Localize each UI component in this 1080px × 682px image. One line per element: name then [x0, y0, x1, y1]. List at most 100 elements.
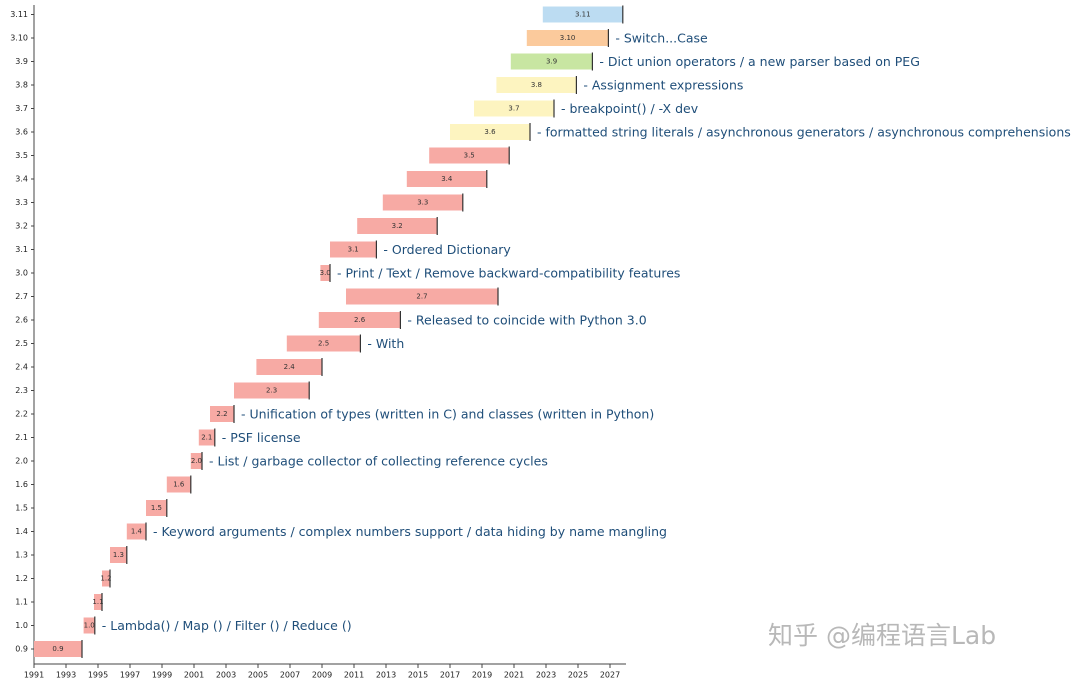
- y-tick-label: 2.2: [15, 410, 28, 419]
- x-tick-label: 2015: [408, 671, 428, 680]
- y-tick-label: 3.4: [15, 175, 28, 184]
- bar: [210, 406, 234, 422]
- y-tick-label: 2.0: [15, 457, 28, 466]
- bar-label: 3.9: [546, 58, 557, 66]
- bar: [382, 194, 463, 211]
- bar: [198, 429, 215, 446]
- note: - Print / Text / Remove backward-compati…: [337, 266, 680, 281]
- bar-label: 3.1: [348, 246, 359, 254]
- note: - Keyword arguments / complex numbers su…: [153, 524, 667, 539]
- y-tick-label: 3.5: [15, 151, 28, 160]
- note: - PSF license: [222, 430, 301, 445]
- x-tick-label: 2021: [504, 671, 524, 680]
- y-tick-label: 3.1: [15, 245, 28, 254]
- bar-label: 1.4: [131, 528, 143, 536]
- y-tick-label: 3.0: [15, 269, 28, 278]
- y-tick-label: 2.1: [15, 433, 28, 442]
- bar: [320, 265, 330, 281]
- y-tick-label: 2.7: [15, 292, 28, 301]
- y-tick-label: 3.2: [15, 222, 28, 231]
- bar: [357, 218, 438, 234]
- bar: [510, 53, 593, 70]
- x-tick-label: 2023: [536, 671, 556, 680]
- bar: [406, 171, 487, 187]
- bar-label: 3.0: [320, 269, 331, 277]
- bar: [474, 100, 554, 117]
- bar: [286, 335, 361, 352]
- bar-label: 2.4: [284, 363, 296, 371]
- y-tick-label: 1.2: [15, 574, 28, 583]
- x-tick-label: 2017: [440, 671, 460, 680]
- bar-label: 1.5: [151, 504, 162, 512]
- bar-label: 2.5: [318, 340, 329, 348]
- note: - With: [367, 336, 404, 351]
- y-tick-label: 2.5: [15, 339, 28, 348]
- y-tick-label: 3.9: [15, 57, 28, 66]
- y-tick-label: 1.4: [15, 527, 28, 536]
- y-tick-label: 2.3: [15, 386, 28, 395]
- bar: [94, 594, 102, 610]
- watermark: 知乎 @编程语言Lab: [768, 621, 996, 650]
- x-tick-label: 2027: [600, 671, 620, 680]
- bar-label: 2.7: [416, 293, 427, 301]
- y-tick-label: 3.10: [10, 34, 28, 43]
- y-tick-label: 1.6: [15, 480, 28, 489]
- y-tick-label: 0.9: [15, 645, 28, 654]
- bar: [34, 641, 82, 657]
- bar-label: 2.6: [354, 316, 366, 324]
- x-tick-label: 1993: [56, 671, 76, 680]
- y-tick-label: 2.6: [15, 316, 28, 325]
- bar-label: 1.6: [173, 481, 185, 489]
- bar: [102, 570, 110, 587]
- note: - Switch...Case: [615, 31, 708, 46]
- bar-label: 3.4: [441, 175, 453, 183]
- bar-label: 3.6: [484, 128, 496, 136]
- bar: [318, 312, 401, 328]
- bar: [429, 147, 510, 164]
- bar-label: 1.0: [84, 622, 95, 630]
- x-tick-label: 1999: [152, 671, 172, 680]
- bar-label: 1.1: [92, 598, 103, 606]
- y-tick-label: 1.3: [15, 551, 28, 560]
- note: - Dict union operators / a new parser ba…: [599, 54, 919, 69]
- bar: [110, 547, 127, 563]
- y-tick-label: 3.7: [15, 104, 28, 113]
- y-tick-label: 1.5: [15, 504, 28, 513]
- y-tick-label: 1.1: [15, 598, 28, 607]
- x-tick-label: 2003: [216, 671, 236, 680]
- bar-label: 3.8: [531, 81, 542, 89]
- note: - List / garbage collector of collecting…: [209, 454, 548, 469]
- y-tick-label: 3.11: [10, 10, 28, 19]
- y-tick-label: 3.3: [15, 198, 28, 207]
- bar: [330, 241, 377, 258]
- x-tick-label: 2001: [184, 671, 204, 680]
- bar-label: 2.3: [266, 387, 277, 395]
- note: - Ordered Dictionary: [383, 242, 511, 257]
- bar-label: 3.5: [464, 152, 475, 160]
- bar-label: 3.3: [417, 199, 428, 207]
- bar-label: 0.9: [52, 645, 63, 653]
- bar: [496, 77, 577, 93]
- bar: [542, 6, 623, 23]
- note: - Released to coincide with Python 3.0: [407, 313, 646, 328]
- x-tick-label: 2009: [312, 671, 332, 680]
- bar-label: 3.2: [392, 222, 403, 230]
- x-tick-label: 2019: [472, 671, 492, 680]
- bar: [256, 359, 322, 375]
- bar: [450, 124, 530, 140]
- bar-label: 1.3: [113, 551, 124, 559]
- bar-label: 1.2: [100, 575, 111, 583]
- x-tick-label: 2005: [248, 671, 268, 680]
- bar: [146, 500, 167, 516]
- bar: [234, 382, 310, 399]
- note: - Lambda() / Map () / Filter () / Reduce…: [102, 618, 352, 633]
- x-tick-label: 1991: [24, 671, 44, 680]
- bar-label: 2.2: [216, 410, 227, 418]
- bar: [83, 617, 95, 634]
- bar: [526, 30, 609, 46]
- bar-label: 2.1: [201, 434, 212, 442]
- bar-label: 3.7: [508, 105, 519, 113]
- note: - formatted string literals / asynchrono…: [537, 125, 1071, 140]
- x-tick-label: 1997: [120, 671, 140, 680]
- y-tick-label: 3.6: [15, 128, 28, 137]
